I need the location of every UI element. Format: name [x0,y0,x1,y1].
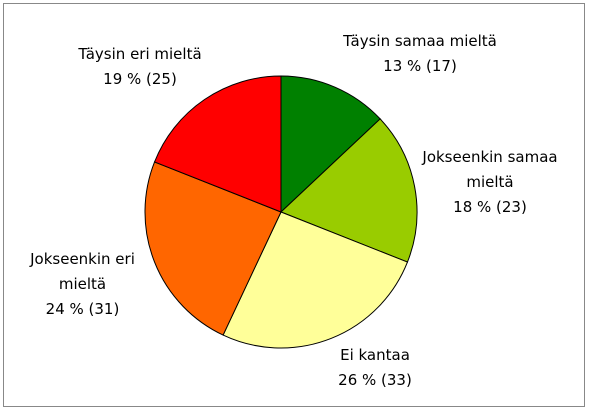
category-label: Ei kantaa [340,346,410,364]
slice-label: Täysin eri mieltä 19 % (25) [40,42,240,92]
slice-label: Täysin samaa mieltä 13 % (17) [330,29,510,79]
category-label: Täysin eri mieltä [78,45,202,63]
slice-label: Jokseenkin samaa mieltä 18 % (23) [405,145,575,220]
value-label: 24 % (31) [45,300,120,318]
category-label: Jokseenkin samaa mieltä [422,148,558,191]
value-label: 19 % (25) [103,70,177,88]
slice-label: Ei kantaa 26 % (33) [300,343,450,393]
pie-slice [153,75,282,213]
pie-slice [144,161,282,336]
pie-slice [280,75,381,214]
value-label: 18 % (23) [453,198,527,216]
category-label: Täysin samaa mieltä [343,32,497,50]
chart-frame [3,3,585,407]
value-label: 13 % (17) [383,57,457,75]
slice-label: Jokseenkin eri mieltä 24 % (31) [15,247,150,322]
pie-slice [222,211,409,349]
pie-slice [280,118,418,263]
value-label: 26 % (33) [338,371,412,389]
category-label: Jokseenkin eri mieltä [30,250,135,293]
